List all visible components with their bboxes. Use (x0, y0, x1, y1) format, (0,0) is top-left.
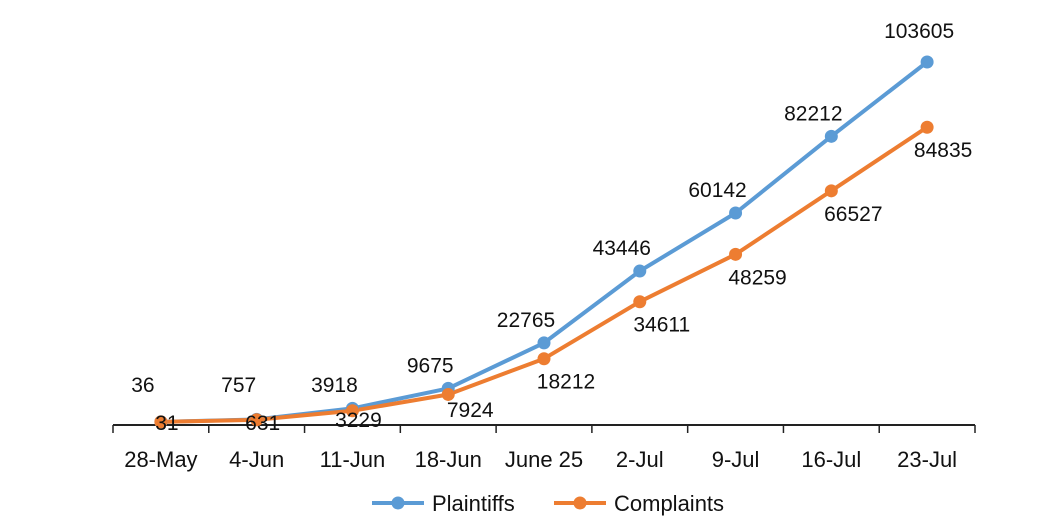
data-label-complaints: 48259 (728, 266, 786, 289)
data-label-complaints: 66527 (824, 203, 882, 226)
data-point-plaintiffs (824, 129, 838, 143)
data-point-complaints (441, 387, 455, 401)
x-tick-label: 23-Jul (897, 447, 957, 472)
legend-swatch-marker (391, 496, 405, 510)
data-point-complaints (824, 184, 838, 198)
data-label-plaintiffs: 82212 (784, 102, 842, 125)
data-point-plaintiffs (633, 264, 647, 278)
x-tick-label: 18-Jun (415, 447, 482, 472)
data-label-complaints: 84835 (914, 139, 972, 162)
x-tick-label: 28-May (124, 447, 197, 472)
x-tick-label: 11-Jun (320, 447, 386, 472)
data-point-complaints (250, 413, 264, 427)
data-label-plaintiffs: 9675 (407, 354, 454, 377)
data-label-complaints: 34611 (633, 314, 690, 337)
data-point-complaints (537, 352, 551, 366)
data-label-complaints: 631 (245, 412, 280, 435)
data-label-plaintiffs: 22765 (497, 309, 555, 332)
data-point-plaintiffs (537, 336, 551, 350)
data-point-plaintiffs (920, 55, 934, 69)
data-label-plaintiffs: 43446 (593, 237, 651, 260)
x-axis-labels: 28-May 4-Jun 11-Jun 18-Jun June 25 2-Jul 9-Jul… (124, 447, 957, 472)
data-label-plaintiffs: 36 (131, 374, 154, 397)
x-tick-label: 4-Jun (229, 447, 284, 472)
x-tick-label: 16-Jul (801, 447, 861, 472)
x-tick-label: June 25 (505, 447, 583, 472)
data-label-plaintiffs: 3918 (311, 374, 358, 397)
data-label-complaints: 18212 (537, 371, 595, 394)
x-tick-label: 9-Jul (712, 447, 760, 472)
data-point-complaints (633, 295, 647, 309)
data-point-complaints (345, 404, 359, 418)
legend-swatch-marker (573, 496, 587, 510)
data-point-complaints (729, 247, 743, 261)
legend-label-complaints: Complaints (614, 491, 724, 516)
legend-label-plaintiffs: Plaintiffs (432, 491, 515, 516)
data-point-complaints (920, 120, 934, 134)
data-label-complaints: 3229 (335, 409, 382, 432)
data-label-plaintiffs: 60142 (688, 179, 746, 202)
data-label-plaintiffs: 757 (221, 374, 256, 397)
x-tick-label: 2-Jul (616, 447, 664, 472)
legend: Plaintiffs Complaints (372, 491, 724, 516)
data-point-complaints (154, 415, 168, 429)
data-label-complaints: 7924 (447, 399, 494, 422)
x-axis-ticks (112, 425, 976, 433)
data-labels: 36 757 3918 9675 22765 43446 60142 82212 103605 3… (131, 20, 972, 435)
series-points (154, 55, 934, 429)
data-label-complaints: 31 (155, 412, 178, 435)
data-point-plaintiffs (729, 206, 743, 220)
data-label-plaintiffs: 103605 (884, 20, 954, 43)
